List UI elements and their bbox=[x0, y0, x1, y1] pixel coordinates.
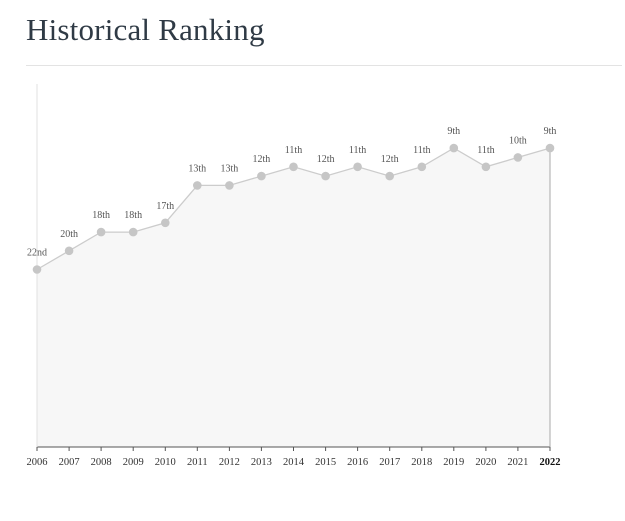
x-tick-label-2012: 2012 bbox=[219, 457, 240, 468]
data-label-layer: 22nd 20th 18th 18th 17th 13th 13th 12th 11th 12th… bbox=[27, 126, 556, 258]
data-point-2006[interactable] bbox=[32, 265, 42, 274]
data-point-2022[interactable] bbox=[545, 143, 555, 153]
data-point-2011[interactable] bbox=[193, 181, 202, 190]
x-tick-label-2017: 2017 bbox=[379, 457, 400, 468]
x-tick-label-2007: 2007 bbox=[59, 457, 80, 468]
data-point-2018[interactable] bbox=[417, 162, 427, 172]
tick-label-layer: 2006 2007 2008 2009 2010 2011 2012 2013 2014 2015… bbox=[27, 457, 561, 468]
data-point-2010[interactable] bbox=[161, 218, 170, 228]
rank-label-2008: 18th bbox=[92, 210, 110, 221]
x-tick-label-2022: 2022 bbox=[540, 457, 561, 468]
data-point-2019[interactable] bbox=[449, 143, 459, 153]
rank-label-2009: 18th bbox=[124, 210, 142, 221]
rank-label-2007: 20th bbox=[60, 229, 78, 240]
data-point-2014[interactable] bbox=[289, 162, 298, 172]
rank-label-2021: 10th bbox=[509, 135, 527, 146]
x-tick-label-2008: 2008 bbox=[91, 457, 112, 468]
data-point-2007[interactable] bbox=[64, 246, 74, 256]
rank-label-2015: 12th bbox=[317, 154, 335, 165]
x-tick-label-2019: 2019 bbox=[443, 457, 464, 468]
data-point-2015[interactable] bbox=[321, 171, 330, 181]
x-tick-label-2020: 2020 bbox=[475, 457, 496, 468]
rank-label-2019: 9th bbox=[447, 126, 460, 137]
title-divider bbox=[26, 65, 622, 66]
rank-area bbox=[37, 148, 550, 447]
rank-label-2020: 11th bbox=[477, 145, 494, 156]
rank-label-2013: 12th bbox=[253, 154, 271, 165]
x-tick-label-2015: 2015 bbox=[315, 457, 336, 468]
data-point-2013[interactable] bbox=[257, 171, 266, 181]
data-point-2016[interactable] bbox=[353, 162, 362, 172]
x-tick-label-2013: 2013 bbox=[251, 457, 272, 468]
rank-label-2010: 17th bbox=[156, 201, 174, 212]
rank-label-2006: 22nd bbox=[27, 248, 47, 259]
marker-layer bbox=[32, 143, 555, 274]
data-point-2017[interactable] bbox=[385, 171, 395, 181]
data-point-2021[interactable] bbox=[513, 153, 523, 162]
x-tick-label-2021: 2021 bbox=[507, 457, 528, 468]
x-tick-label-2014: 2014 bbox=[283, 457, 305, 468]
area-layer bbox=[37, 148, 550, 447]
data-point-2008[interactable] bbox=[96, 227, 106, 237]
x-tick-label-2018: 2018 bbox=[411, 457, 432, 468]
rank-label-2012: 13th bbox=[221, 163, 239, 174]
rank-label-2016: 11th bbox=[349, 145, 366, 156]
rank-label-2018: 11th bbox=[413, 145, 430, 156]
x-tick-label-2010: 2010 bbox=[155, 457, 176, 468]
rank-label-2011: 13th bbox=[188, 163, 206, 174]
page-title: Historical Ranking bbox=[26, 12, 265, 47]
rank-label-2014: 11th bbox=[285, 145, 302, 156]
data-point-2009[interactable] bbox=[128, 227, 138, 237]
x-tick-label-2006: 2006 bbox=[27, 457, 48, 468]
rank-label-2017: 12th bbox=[381, 154, 399, 165]
rank-label-2022: 9th bbox=[544, 126, 557, 137]
x-tick-label-2016: 2016 bbox=[347, 457, 368, 468]
x-tick-label-2009: 2009 bbox=[123, 457, 144, 468]
x-tick-label-2011: 2011 bbox=[187, 457, 208, 468]
data-point-2012[interactable] bbox=[225, 181, 234, 190]
data-point-2020[interactable] bbox=[481, 162, 491, 172]
